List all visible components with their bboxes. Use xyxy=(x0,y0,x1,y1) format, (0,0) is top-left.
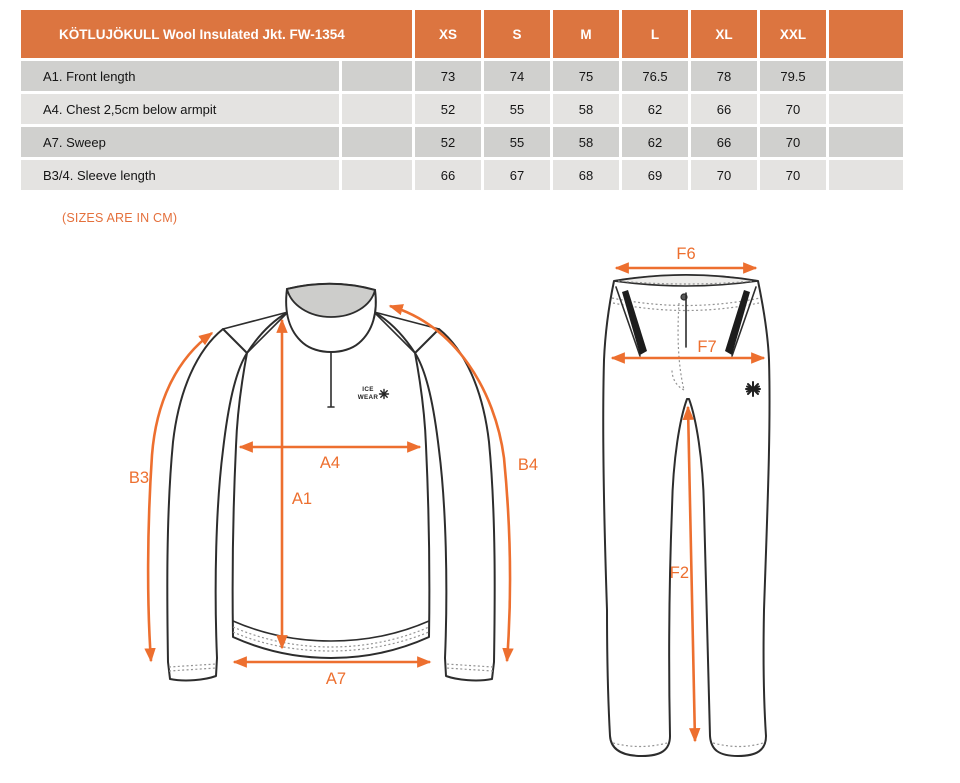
size-value-cell: 52 xyxy=(415,127,481,157)
left-pocket-seam xyxy=(615,286,641,357)
b3-arrow xyxy=(144,331,214,663)
size-column-header-xl: XL xyxy=(691,10,757,58)
measurement-label-cell: A1. Front length xyxy=(21,61,339,91)
size-value-cell: 76.5 xyxy=(622,61,688,91)
right-leg-cuff-stitching xyxy=(712,742,764,748)
right-cuff-stitching xyxy=(445,663,494,672)
size-column-header-s: S xyxy=(484,10,550,58)
table-row: A7. Sweep 52 55 58 62 66 70 xyxy=(21,127,903,157)
waist-opening-stitching xyxy=(617,280,755,285)
f2-label: F2 xyxy=(670,564,689,582)
size-column-header-xs: XS xyxy=(415,10,481,58)
f2-arrow xyxy=(682,405,701,743)
gap-cell xyxy=(342,61,412,91)
size-column-header-xxl: XXL xyxy=(760,10,826,58)
size-value-cell: 69 xyxy=(622,160,688,190)
logo-text-ice: ICE xyxy=(362,386,373,393)
table-row: A4. Chest 2,5cm below armpit 52 55 58 62… xyxy=(21,94,903,124)
a1-label: A1 xyxy=(292,490,312,508)
gap-cell xyxy=(342,160,412,190)
size-column-header-m: M xyxy=(553,10,619,58)
tail-cell xyxy=(829,127,903,157)
size-value-cell: 66 xyxy=(691,127,757,157)
snowflake-icon xyxy=(745,381,761,397)
logo-text-wear: WEAR xyxy=(358,394,379,401)
size-value-cell: 70 xyxy=(760,127,826,157)
tail-cell xyxy=(829,61,903,91)
measurement-label-cell: A4. Chest 2,5cm below armpit xyxy=(21,94,339,124)
measurement-label-cell: B3/4. Sleeve length xyxy=(21,160,339,190)
f6-label: F6 xyxy=(676,245,695,263)
size-value-cell: 55 xyxy=(484,127,550,157)
size-value-cell: 62 xyxy=(622,94,688,124)
size-value-cell: 62 xyxy=(622,127,688,157)
size-value-cell: 52 xyxy=(415,94,481,124)
size-value-cell: 78 xyxy=(691,61,757,91)
size-column-header-l: L xyxy=(622,10,688,58)
left-pocket xyxy=(622,290,647,355)
size-value-cell: 73 xyxy=(415,61,481,91)
a7-label: A7 xyxy=(326,670,346,688)
f7-label: F7 xyxy=(697,338,716,356)
sizes-unit-note: (SIZES ARE IN CM) xyxy=(62,211,178,225)
size-value-cell: 74 xyxy=(484,61,550,91)
left-leg-cuff-stitching xyxy=(612,742,668,748)
size-value-cell: 67 xyxy=(484,160,550,190)
size-table: KÖTLUJÖKULL Wool Insulated Jkt. FW-1354 … xyxy=(18,7,906,193)
tail-cell xyxy=(829,94,903,124)
right-pocket-seam xyxy=(731,286,757,357)
gap-cell xyxy=(342,127,412,157)
b4-label: B4 xyxy=(518,456,538,474)
collar-opening xyxy=(285,282,377,318)
pants-diagram: F6 F7 F2 xyxy=(602,245,771,757)
gap-cell xyxy=(342,94,412,124)
size-value-cell: 58 xyxy=(553,94,619,124)
b3-label: B3 xyxy=(129,469,149,487)
left-cuff-stitching xyxy=(168,663,217,672)
fly-stitching xyxy=(671,302,685,391)
waist-opening xyxy=(613,274,759,287)
snowflake-icon xyxy=(378,388,390,400)
size-column-header-empty xyxy=(829,10,903,58)
table-title: KÖTLUJÖKULL Wool Insulated Jkt. FW-1354 xyxy=(21,10,412,58)
table-row: B3/4. Sleeve length 66 67 68 69 70 70 xyxy=(21,160,903,190)
hem-stitching xyxy=(232,626,430,652)
size-value-cell: 66 xyxy=(415,160,481,190)
table-row: A1. Front length 73 74 75 76.5 78 79.5 xyxy=(21,61,903,91)
size-value-cell: 66 xyxy=(691,94,757,124)
size-value-cell: 75 xyxy=(553,61,619,91)
a4-label: A4 xyxy=(320,454,340,472)
size-value-cell: 58 xyxy=(553,127,619,157)
size-value-cell: 68 xyxy=(553,160,619,190)
size-value-cell: 70 xyxy=(760,160,826,190)
tail-cell xyxy=(829,160,903,190)
measurement-label-cell: A7. Sweep xyxy=(21,127,339,157)
size-value-cell: 55 xyxy=(484,94,550,124)
size-value-cell: 79.5 xyxy=(760,61,826,91)
size-value-cell: 70 xyxy=(691,160,757,190)
right-pocket xyxy=(725,290,750,355)
jacket-diagram: ICE WEAR B3 B4 A4 A1 A7 xyxy=(129,282,538,688)
icewear-logo: ICE WEAR xyxy=(358,386,390,401)
size-value-cell: 70 xyxy=(760,94,826,124)
b4-arrow xyxy=(388,304,514,663)
